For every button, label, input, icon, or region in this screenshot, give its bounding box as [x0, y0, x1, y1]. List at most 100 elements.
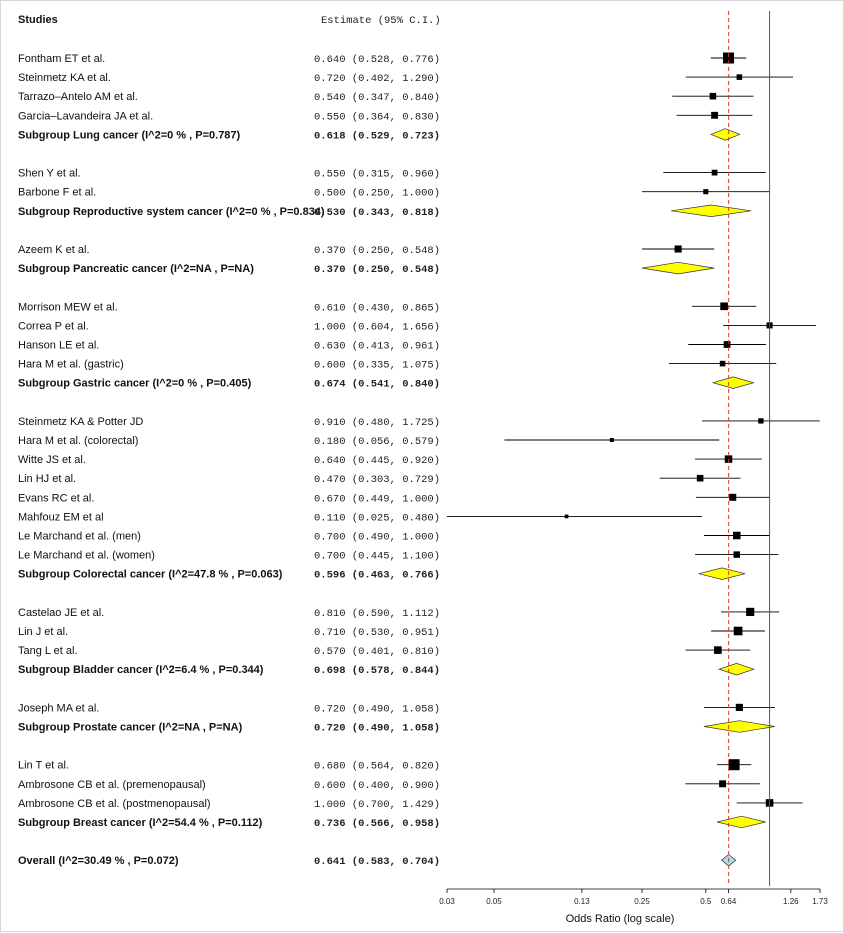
study-estimate: 1.000 (0.700, 1.429) — [314, 799, 440, 811]
study-estimate: 0.700 (0.490, 1.000) — [314, 532, 440, 544]
subgroup-diamond — [698, 567, 746, 580]
subgroup-diamond — [717, 815, 766, 829]
study-label: Steinmetz KA & Potter JD — [18, 416, 143, 428]
study-estimate: 0.640 (0.445, 0.920) — [314, 455, 440, 467]
study-label: Hara M et al. (colorectal) — [18, 435, 138, 447]
study-estimate: 0.720 (0.490, 1.058) — [314, 703, 440, 715]
study-label: Castelao JE et al. — [18, 607, 104, 619]
study-estimate: 0.370 (0.250, 0.548) — [314, 245, 440, 257]
study-marker — [696, 474, 704, 482]
study-label: Hanson LE et al. — [18, 340, 99, 352]
subgroup-estimate: 0.736 (0.566, 0.958) — [314, 818, 440, 830]
forest-rows: Fontham ET et al. 0.640 (0.528, 0.776) Ste… — [18, 52, 820, 868]
x-tick-label: 0.13 — [574, 897, 590, 906]
study-marker — [729, 493, 737, 501]
study-marker — [735, 703, 743, 711]
study-estimate: 0.550 (0.364, 0.830) — [314, 111, 440, 123]
x-axis: 0.03 0.05 0.13 0.25 0.5 0.64 1.26 1.73 — [439, 888, 828, 906]
study-estimate: 0.720 (0.402, 1.290) — [314, 73, 440, 85]
study-estimate: 0.670 (0.449, 1.000) — [314, 493, 440, 505]
subgroup-estimate: 0.618 (0.529, 0.723) — [314, 130, 440, 142]
study-marker — [564, 514, 569, 519]
subgroup-diamond — [710, 128, 741, 141]
reference-lines — [728, 11, 771, 886]
study-label: Evans RC et al. — [18, 492, 94, 504]
x-tick-label: 0.25 — [634, 897, 650, 906]
subgroup-estimate: 0.674 (0.541, 0.840) — [314, 379, 440, 391]
overall-estimate: 0.641 (0.583, 0.704) — [314, 856, 440, 868]
subgroup-diamond — [641, 261, 715, 275]
study-label: Lin HJ et al. — [18, 473, 76, 485]
subgroup-label: Subgroup Colorectal cancer (I^2=47.8 % ,… — [18, 569, 283, 581]
study-estimate: 0.700 (0.445, 1.100) — [314, 551, 440, 563]
x-tick-label: 1.26 — [783, 897, 799, 906]
study-label: Shen Y et al. — [18, 168, 81, 180]
study-label: Le Marchand et al. (men) — [18, 531, 141, 543]
study-estimate: 0.500 (0.250, 1.000) — [314, 188, 440, 200]
x-tick-label: 1.73 — [812, 897, 828, 906]
overall-label: Overall (I^2=30.49 % , P=0.072) — [18, 855, 179, 867]
subgroup-estimate: 0.530 (0.343, 0.818) — [314, 207, 440, 219]
study-marker — [714, 646, 722, 654]
study-label: Joseph MA et al. — [18, 702, 99, 714]
subgroup-label: Subgroup Lung cancer (I^2=0 % , P=0.787) — [18, 129, 241, 141]
study-estimate: 0.470 (0.303, 0.729) — [314, 474, 440, 486]
study-marker — [720, 302, 728, 311]
study-estimate: 0.600 (0.400, 0.900) — [314, 780, 440, 792]
subgroup-estimate: 0.698 (0.578, 0.844) — [314, 665, 440, 677]
study-marker — [736, 74, 743, 80]
study-label: Ambrosone CB et al. (postmenopausal) — [18, 798, 211, 810]
study-marker — [746, 607, 755, 616]
study-label: Correa P et al. — [18, 320, 89, 332]
study-label: Ambrosone CB et al. (premenopausal) — [18, 779, 206, 791]
study-marker — [733, 551, 741, 558]
x-tick-label: 0.64 — [721, 897, 737, 906]
study-marker — [723, 341, 731, 348]
subgroup-diamond — [671, 204, 752, 217]
subgroup-label: Subgroup Gastric cancer (I^2=0 % , P=0.4… — [18, 378, 252, 390]
study-estimate: 0.110 (0.025, 0.480) — [314, 512, 440, 524]
subgroup-diamond — [711, 376, 755, 389]
subgroup-label: Subgroup Bladder cancer (I^2=6.4 % , P=0… — [18, 664, 264, 676]
study-label: Mahfouz EM et al — [18, 511, 104, 523]
x-tick-label: 0.5 — [700, 897, 712, 906]
study-estimate: 0.180 (0.056, 0.579) — [314, 436, 440, 448]
study-estimate: 1.000 (0.604, 1.656) — [314, 321, 440, 333]
study-label: Barbone F et al. — [18, 187, 96, 199]
study-marker — [719, 360, 726, 367]
study-marker — [711, 169, 718, 176]
x-tick-label: 0.03 — [439, 897, 455, 906]
subgroup-label: Subgroup Breast cancer (I^2=54.4 % , P=0… — [18, 817, 263, 829]
study-estimate: 0.680 (0.564, 0.820) — [314, 761, 440, 773]
study-label: Hara M et al. (gastric) — [18, 359, 124, 371]
study-marker — [728, 759, 740, 771]
study-marker — [719, 780, 727, 788]
subgroup-label: Subgroup Prostate cancer (I^2=NA , P=NA) — [18, 722, 243, 734]
study-estimate: 0.540 (0.347, 0.840) — [314, 92, 440, 104]
study-label: Tarrazo–Antelo AM et al. — [18, 91, 138, 103]
study-marker — [723, 52, 735, 64]
study-estimate: 0.610 (0.430, 0.865) — [314, 302, 440, 314]
study-marker — [711, 111, 719, 119]
subgroup-estimate: 0.370 (0.250, 0.548) — [314, 264, 440, 276]
study-estimate: 0.910 (0.480, 1.725) — [314, 417, 440, 429]
study-label: Tang L et al. — [18, 645, 78, 657]
subgroup-estimate: 0.720 (0.490, 1.058) — [314, 723, 440, 735]
subgroup-diamond — [718, 663, 756, 676]
study-label: Azeem K et al. — [18, 244, 90, 256]
study-label: Fontham ET et al. — [18, 53, 105, 65]
study-marker — [609, 437, 614, 443]
subgroup-diamond — [703, 720, 775, 733]
x-axis-label: Odds Ratio (log scale) — [566, 913, 675, 925]
study-label: Garcia–Lavandeira JA et al. — [18, 110, 153, 122]
study-marker — [703, 189, 709, 195]
study-marker — [709, 92, 717, 100]
study-estimate: 0.640 (0.528, 0.776) — [314, 54, 440, 66]
study-label: Morrison MEW et al. — [18, 301, 118, 313]
study-estimate: 0.710 (0.530, 0.951) — [314, 627, 440, 639]
study-estimate: 0.600 (0.335, 1.075) — [314, 360, 440, 372]
study-estimate: 0.630 (0.413, 0.961) — [314, 341, 440, 353]
study-label: Lin J et al. — [18, 626, 68, 638]
